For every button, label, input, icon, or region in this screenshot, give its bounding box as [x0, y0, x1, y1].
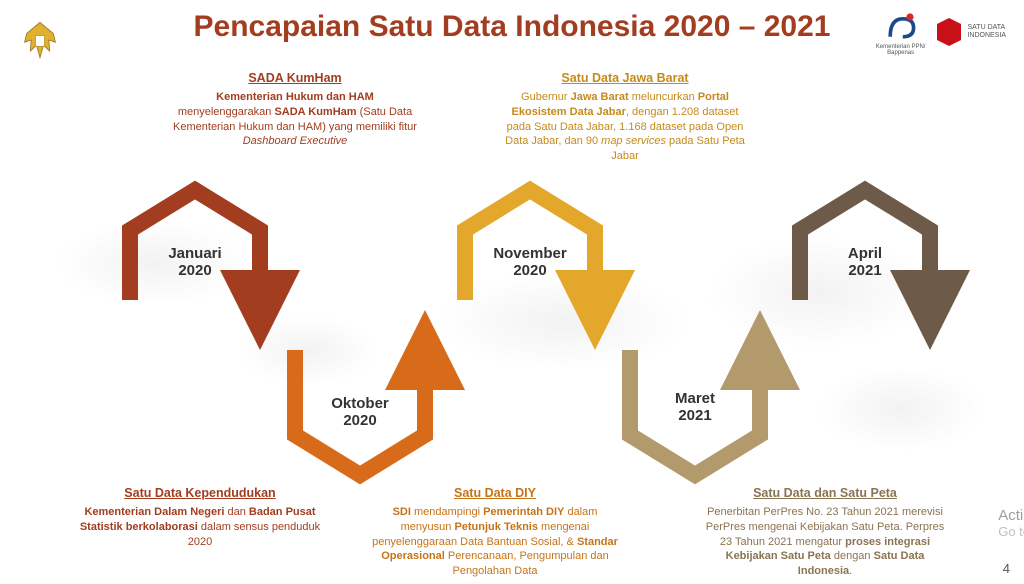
page-title: Pencapaian Satu Data Indonesia 2020 – 20… [0, 10, 1024, 44]
info-block-heading: Satu Data dan Satu Peta [700, 485, 950, 502]
info-block-body: Kementerian Hukum dan HAM menyelenggarak… [173, 91, 417, 148]
period-label-2: November 2020 [475, 245, 585, 279]
bappenas-logo: Kementerian PPN/ Bappenas [876, 8, 926, 56]
info-block-1: Satu Data Kependudukan Kementerian Dalam … [75, 485, 325, 549]
info-block-heading: Satu Data DIY [370, 485, 620, 502]
bappenas-icon [883, 8, 919, 44]
info-block-body: SDI mendampingi Pemerintah DIY dalam men… [372, 506, 618, 577]
page-number: 4 [1003, 561, 1010, 576]
period-label-1: Oktober 2020 [305, 395, 415, 429]
info-block-4: Satu Data dan Satu Peta Penerbitan PerPre… [700, 485, 950, 579]
header: Pencapaian Satu Data Indonesia 2020 – 20… [0, 10, 1024, 44]
sdi-label: SATU DATA INDONESIA [967, 24, 1006, 39]
info-block-heading: SADA KumHam [170, 70, 420, 87]
info-block-body: Penerbitan PerPres No. 23 Tahun 2021 mer… [706, 506, 944, 577]
info-block-body: Gubernur Jawa Barat meluncurkan Portal E… [505, 91, 745, 162]
activation-watermark: Acti Go to [998, 507, 1024, 539]
period-label-3: Maret 2021 [640, 390, 750, 424]
info-block-2: Satu Data Jawa Barat Gubernur Jawa Barat … [500, 70, 750, 164]
logos-right: Kementerian PPN/ Bappenas SATU DATA INDO… [876, 8, 1006, 56]
info-block-heading: Satu Data Jawa Barat [500, 70, 750, 87]
info-block-3: Satu Data DIY SDI mendampingi Pemerintah … [370, 485, 620, 579]
period-label-0: Januari 2020 [140, 245, 250, 279]
period-label-4: April 2021 [810, 245, 920, 279]
sdi-logo: SATU DATA INDONESIA [935, 16, 1006, 48]
info-block-heading: Satu Data Kependudukan [75, 485, 325, 502]
sdi-icon [935, 16, 963, 48]
info-block-body: Kementerian Dalam Negeri dan Badan Pusat… [80, 506, 320, 548]
info-block-0: SADA KumHam Kementerian Hukum dan HAM men… [170, 70, 420, 149]
bappenas-label: Kementerian PPN/ Bappenas [876, 44, 926, 56]
